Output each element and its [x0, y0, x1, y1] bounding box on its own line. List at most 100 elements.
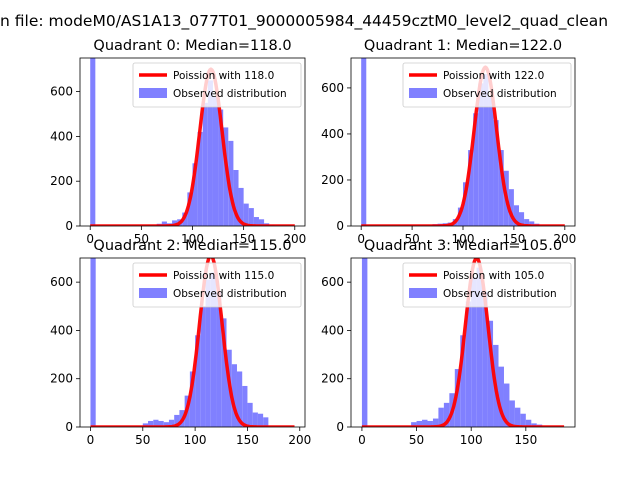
histogram-bar: [476, 267, 483, 427]
subplot-0: 0 50 100 150 200 0 200 400 600 Quadrant 0: Median…: [50, 38, 306, 246]
histogram-bar: [172, 220, 178, 226]
histogram-bar: [257, 413, 264, 427]
x-tick-label: 150: [502, 232, 525, 246]
legend-box: [132, 262, 302, 308]
histogram-bar: [228, 140, 234, 226]
histogram-bar: [242, 385, 248, 427]
x-tick-label: 100: [181, 232, 204, 246]
y-tick-label: 0: [336, 219, 344, 233]
histogram-bar: [427, 420, 433, 427]
histogram-bar: [471, 277, 477, 427]
histogram-bar: [218, 109, 224, 226]
histogram-bar: [248, 208, 254, 226]
histogram-bar: [263, 417, 269, 427]
x-tick-label: 0: [87, 433, 95, 447]
histogram-bar: [493, 120, 499, 226]
histogram-bar: [416, 420, 423, 427]
fit-curve-line: [89, 258, 296, 427]
histogram-bar: [531, 423, 537, 427]
histogram-bar: [153, 419, 159, 427]
x-tick-label: 50: [409, 433, 424, 447]
histogram-bar: [195, 335, 201, 427]
histogram-bar: [508, 189, 514, 226]
plot-area: [89, 58, 296, 226]
legend: Poission with 105.0 Observed distribution: [402, 262, 572, 308]
y-tick-label: 400: [321, 127, 344, 141]
histogram-bar: [158, 420, 164, 427]
y-tick-label: 0: [65, 219, 73, 233]
y-tick-label: 400: [50, 129, 73, 143]
histogram-bar: [210, 272, 217, 427]
y-tick-label: 600: [321, 275, 344, 289]
legend: Poission with 122.0 Observed distribution: [402, 62, 572, 108]
legend-label-fit: Poission with 115.0: [173, 270, 274, 282]
legend: Poission with 118.0 Observed distribution: [132, 62, 302, 108]
histogram-bar: [90, 258, 96, 427]
y-tick-label: 200: [50, 372, 73, 386]
plot-area: [361, 258, 565, 427]
histogram-bar: [498, 366, 504, 427]
histogram-bar: [361, 58, 367, 226]
legend-label-hist: Observed distribution: [173, 288, 287, 300]
histogram-bar: [525, 419, 532, 427]
histogram-bar: [482, 291, 488, 427]
histogram-bar: [514, 407, 521, 427]
x-tick-label: 50: [135, 433, 150, 447]
histogram-bar: [243, 203, 249, 226]
histogram-bar: [233, 170, 239, 226]
histogram-bar: [90, 58, 96, 226]
legend-label-hist: Observed distribution: [443, 88, 557, 100]
histogram-bar: [212, 96, 219, 226]
histogram-bar: [422, 419, 428, 427]
histogram-bar: [174, 414, 180, 427]
y-tick-label: 0: [65, 420, 73, 434]
x-tick-label: 200: [288, 433, 311, 447]
legend-label-hist: Observed distribution: [443, 288, 557, 300]
legend-label-fit: Poission with 122.0: [443, 70, 544, 82]
histogram-bar: [463, 182, 469, 226]
histogram-bar: [460, 335, 466, 427]
histogram-bar: [488, 97, 494, 226]
x-tick-label: 0: [357, 232, 365, 246]
histogram-bar: [142, 423, 149, 427]
subplot-3: 0 50 100 150 0 200 400 600 Quadrant 3: Median=10…: [321, 238, 576, 447]
legend-bar-swatch: [139, 288, 167, 298]
subplot-1: 0 50 100 150 200 0 200 400 600 Quadrant 1: Median…: [321, 38, 576, 246]
histogram-bar: [468, 150, 474, 226]
axes-frame: [79, 257, 306, 428]
axes-frame: [350, 257, 576, 428]
y-tick-label: 200: [321, 173, 344, 187]
histogram-bar: [411, 422, 417, 427]
histogram-bar: [161, 221, 167, 226]
x-tick-label: 100: [184, 433, 207, 447]
histogram-bar: [148, 420, 154, 427]
legend-box: [402, 62, 572, 108]
histogram-bar: [503, 383, 510, 427]
histogram-bar: [207, 80, 213, 226]
x-tick-label: 100: [452, 232, 475, 246]
histogram-bar: [253, 217, 259, 226]
histogram-bar: [187, 192, 193, 226]
histogram-bar: [258, 219, 265, 226]
legend-box: [402, 262, 572, 308]
subplot-title: Quadrant 3: Median=105.0: [364, 238, 562, 254]
histogram-bar: [465, 301, 472, 427]
histogram-bar: [524, 219, 530, 226]
legend-bar-swatch: [409, 288, 437, 298]
y-tick-label: 400: [50, 323, 73, 337]
histogram-bar: [509, 400, 515, 427]
histogram-bar: [483, 74, 489, 226]
histogram-bar: [529, 221, 535, 226]
x-tick-label: 200: [553, 232, 576, 246]
histogram-bar: [513, 205, 519, 226]
histogram-bar: [189, 371, 196, 427]
x-tick-label: 150: [514, 433, 537, 447]
histogram-bar: [192, 163, 198, 226]
figure-title: n file: modeM0/AS1A13_077T01_9000005984_…: [0, 12, 609, 30]
y-tick-label: 600: [321, 81, 344, 95]
y-tick-label: 0: [336, 420, 344, 434]
histogram-bar: [498, 150, 504, 226]
histogram-bar: [168, 419, 175, 427]
histogram-bar: [202, 102, 208, 226]
